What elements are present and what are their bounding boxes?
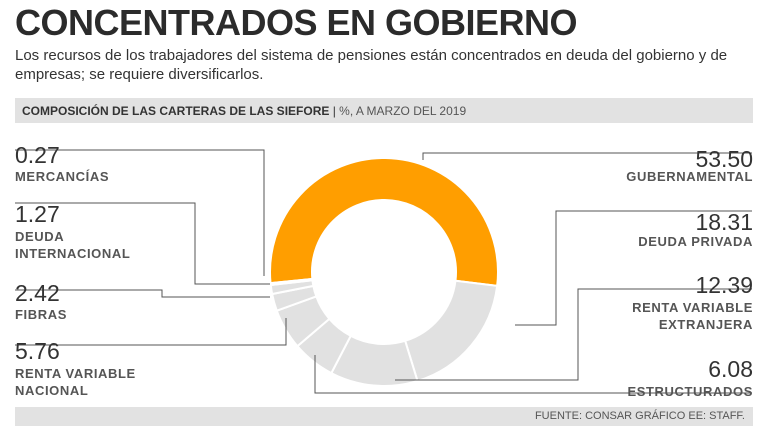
value-renta-variable-extranjera: 12.39 [695, 272, 753, 298]
leader-line-renta-variable-extranjera [395, 288, 752, 381]
label-gubernamental: GUBERNAMENTAL [626, 169, 753, 184]
section-title-text: COMPOSICIÓN DE LAS CARTERAS DE LAS SIEFO… [22, 104, 330, 118]
section-separator: | [332, 104, 336, 118]
slice-mercancias [269, 277, 314, 287]
leader-line-estructurados [314, 355, 752, 394]
section-unit: %, A MARZO DEL 2019 [339, 104, 467, 118]
value-deuda-internacional: 1.27 [15, 201, 60, 227]
value-fibras: 2.42 [15, 280, 60, 306]
label-deuda-privada: DEUDA PRIVADA [638, 234, 753, 249]
label-mercancias: MERCANCÍAS [15, 169, 110, 184]
slice-gubernamental [269, 157, 499, 288]
section-header: COMPOSICIÓN DE LAS CARTERAS DE LAS SIEFO… [15, 98, 753, 123]
chart-subtitle: Los recursos de los trabajadores del sis… [15, 47, 728, 83]
value-renta-variable-nacional: 5.76 [15, 338, 60, 364]
value-deuda-privada: 18.31 [695, 209, 753, 235]
label-estructurados: ESTRUCTURADOS [627, 384, 753, 399]
label-line: DEUDA [15, 229, 65, 244]
leader-line-fibras [15, 289, 270, 298]
label-fibras: FIBRAS [15, 307, 67, 322]
label-line: RENTA VARIABLE [632, 300, 753, 315]
leader-line-renta-variable-nacional [15, 318, 287, 346]
label-renta-variable-extranjera: RENTA VARIABLE EXTRANJERA [632, 299, 753, 333]
footer-source: FUENTE: CONSAR GRÁFICO EE: STAFF. [534, 410, 745, 422]
leader-line-deuda-internacional [15, 202, 270, 285]
slice-deuda-privada [403, 279, 499, 383]
footer-bar: FUENTE: CONSAR GRÁFICO EE: STAFF. [15, 407, 753, 426]
label-renta-variable-nacional: RENTA VARIABLE NACIONAL [15, 365, 136, 399]
value-estructurados: 6.08 [708, 356, 753, 382]
leader-line-deuda-privada [515, 210, 752, 326]
label-line: RENTA VARIABLE [15, 366, 136, 381]
label-line: INTERNACIONAL [15, 246, 131, 261]
value-gubernamental: 53.50 [695, 146, 753, 172]
label-deuda-internacional: DEUDA INTERNACIONAL [15, 228, 130, 262]
leader-line-mercancias [15, 149, 265, 276]
label-line: NACIONAL [15, 383, 89, 398]
leader-line-gubernamental [422, 152, 752, 160]
section-title: COMPOSICIÓN DE LAS CARTERAS DE LAS SIEFO… [22, 104, 466, 118]
value-mercancias: 0.27 [15, 142, 60, 168]
label-line: EXTRANJERA [658, 317, 753, 332]
chart-title: CONCENTRADOS EN GOBIERNO [15, 2, 578, 43]
